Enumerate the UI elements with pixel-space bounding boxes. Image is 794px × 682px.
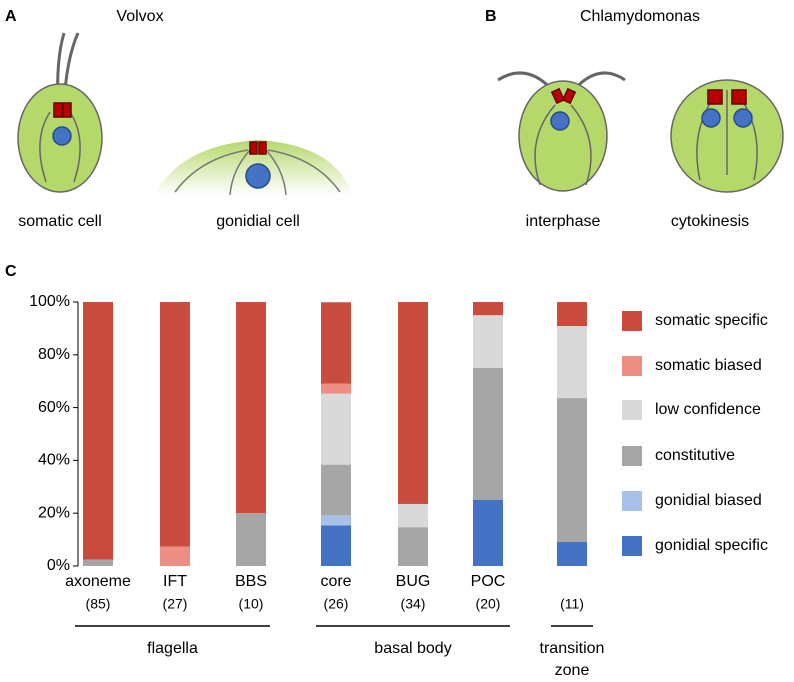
y-tick-label: 60%: [38, 399, 70, 416]
legend-swatch: [622, 491, 642, 511]
bar-segment: [321, 383, 351, 394]
bar-segment: [557, 398, 587, 542]
panel-title: Chlamydomonas: [580, 8, 700, 25]
group-label: transition zone: [539, 640, 605, 679]
bar-segment: [473, 315, 503, 368]
y-tick-label: 40%: [38, 452, 70, 469]
bar-segment: [557, 302, 587, 327]
x-tick-label: axoneme: [65, 573, 131, 590]
legend-swatch: [622, 536, 642, 556]
panel-label: B: [485, 8, 497, 25]
bar-segment: [398, 302, 428, 504]
bar-segment: [557, 326, 587, 399]
legend-label: somatic biased: [655, 357, 762, 374]
cell-label: gonidial cell: [216, 213, 300, 230]
count-label: (11): [560, 596, 584, 612]
panel-title: Volvox: [116, 8, 163, 25]
legend-swatch: [622, 400, 642, 420]
x-tick-label: core: [320, 573, 351, 590]
bar-segment: [321, 515, 351, 526]
bar-segment: [83, 302, 113, 560]
bar-segment: [160, 302, 190, 547]
count-label: (20): [476, 596, 501, 612]
count-label: (10): [239, 596, 264, 612]
bar-segment: [473, 302, 503, 316]
x-tick-label: BUG: [396, 573, 431, 590]
bar-segment: [236, 302, 266, 514]
bar-segment: [321, 525, 351, 566]
legend-label: somatic specific: [655, 312, 768, 329]
bar-segment: [160, 546, 190, 566]
y-tick-label: 20%: [38, 504, 70, 521]
gonidial-cell-diagram: [155, 140, 352, 196]
count-label: (85): [86, 596, 111, 612]
legend-label: constitutive: [655, 447, 735, 464]
legend-swatch: [622, 446, 642, 466]
x-tick-label: BBS: [235, 573, 267, 590]
group-label: basal body: [374, 640, 452, 657]
cell-label: cytokinesis: [671, 213, 749, 230]
count-label: (26): [324, 596, 349, 612]
bar-segment: [321, 464, 351, 516]
legend-label: gonidial biased: [655, 492, 762, 509]
count-label: (34): [401, 596, 426, 612]
somatic-cell-diagram: [17, 32, 103, 193]
x-tick-label: IFT: [163, 573, 187, 590]
bar-segment: [398, 527, 428, 566]
legend-swatch: [622, 311, 642, 331]
x-tick-label: POC: [471, 573, 506, 590]
legend-label: gonidial specific: [655, 537, 768, 554]
panel-label: A: [5, 8, 17, 25]
bar-segment: [83, 559, 113, 566]
legend-swatch: [622, 356, 642, 376]
bar-segment: [557, 541, 587, 566]
y-tick-label: 0%: [47, 557, 70, 574]
bar-segment: [398, 503, 428, 528]
y-tick-label: 80%: [38, 346, 70, 363]
bar-segment: [236, 513, 266, 566]
cell-label: somatic cell: [18, 213, 102, 230]
panel-label: C: [5, 263, 17, 280]
cell-label: interphase: [526, 213, 601, 230]
bar-segment: [321, 393, 351, 465]
count-label: (27): [163, 596, 188, 612]
legend-label: low confidence: [655, 401, 761, 418]
bar-segment: [473, 368, 503, 500]
bar-segment: [321, 302, 351, 384]
bar-segment: [473, 500, 503, 566]
cytokinesis-diagram: [670, 79, 784, 193]
y-tick-label: 100%: [29, 293, 70, 310]
interphase-diagram: [497, 71, 626, 192]
group-label: flagella: [147, 640, 198, 657]
